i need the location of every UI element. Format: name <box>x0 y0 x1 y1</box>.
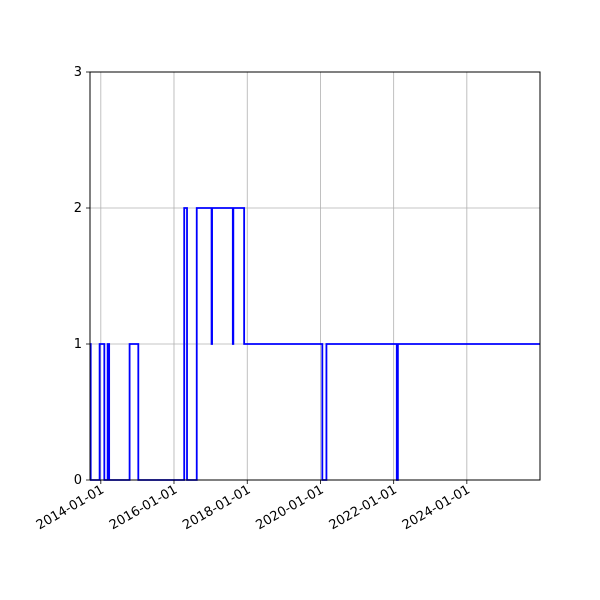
x-tick-label: 2022-01-01 <box>327 482 400 533</box>
grid-lines <box>90 71 540 481</box>
x-tick-label: 2016-01-01 <box>107 482 180 533</box>
x-tick-label: 2014-01-01 <box>34 482 107 533</box>
x-tick-label: 2024-01-01 <box>400 482 473 533</box>
x-tick-label: 2018-01-01 <box>180 482 253 533</box>
y-tick-label: 2 <box>74 201 82 216</box>
y-tick-label: 3 <box>74 65 82 80</box>
y-tick-label: 1 <box>74 337 82 352</box>
y-tick-label: 0 <box>74 473 82 488</box>
plot-frame <box>89 71 541 481</box>
x-tick-label: 2020-01-01 <box>253 482 326 533</box>
